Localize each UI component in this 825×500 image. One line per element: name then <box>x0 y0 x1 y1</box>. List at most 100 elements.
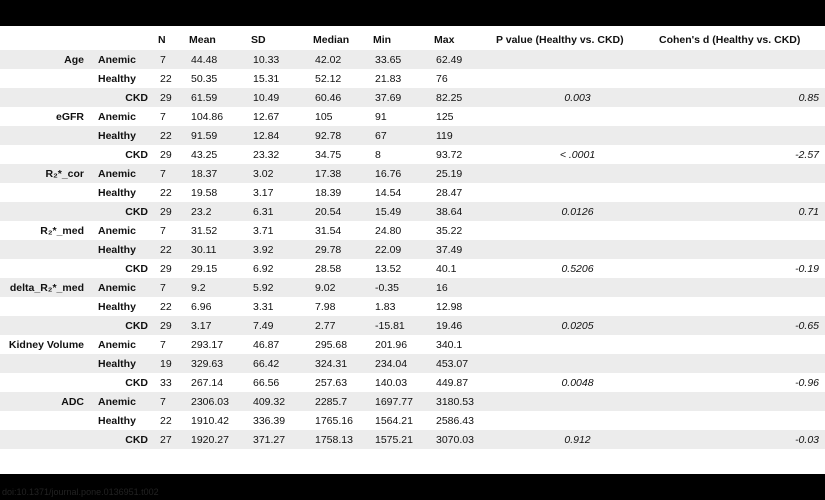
sd-cell: 3.02 <box>251 164 313 183</box>
min-cell: 234.04 <box>373 354 434 373</box>
column-header-cohens-d: Cohen's d (Healthy vs. CKD) <box>659 34 801 46</box>
mean-cell: 3.17 <box>189 316 251 335</box>
median-cell: 34.75 <box>313 145 373 164</box>
min-cell: 37.69 <box>373 88 434 107</box>
sd-cell: 3.92 <box>251 240 313 259</box>
max-cell: 38.64 <box>434 202 496 221</box>
variable-cell: Kidney Volume <box>0 335 96 354</box>
sd-cell: 46.87 <box>251 335 313 354</box>
p-value-cell: < .0001 <box>496 145 659 164</box>
max-cell: 12.98 <box>434 297 496 316</box>
group-cell: CKD <box>96 373 158 392</box>
min-cell: 67 <box>373 126 434 145</box>
max-cell: 28.47 <box>434 183 496 202</box>
p-value-cell <box>496 297 659 316</box>
variable-cell <box>0 69 96 88</box>
max-cell: 3180.53 <box>434 392 496 411</box>
median-cell: 92.78 <box>313 126 373 145</box>
p-value-cell: 0.0126 <box>496 202 659 221</box>
min-cell: 201.96 <box>373 335 434 354</box>
p-value-cell: 0.003 <box>496 88 659 107</box>
cohens-d-cell <box>659 50 825 69</box>
variable-cell <box>0 411 96 430</box>
p-value-cell: 0.0205 <box>496 316 659 335</box>
variable-cell <box>0 373 96 392</box>
n-cell: 27 <box>158 430 189 449</box>
median-cell: 17.38 <box>313 164 373 183</box>
max-cell: 449.87 <box>434 373 496 392</box>
p-value-cell <box>496 107 659 126</box>
variable-cell <box>0 316 96 335</box>
group-cell: Anemic <box>96 278 158 297</box>
variable-cell <box>0 240 96 259</box>
sd-cell: 66.42 <box>251 354 313 373</box>
max-cell: 453.07 <box>434 354 496 373</box>
p-value-cell <box>496 221 659 240</box>
table-row: Healthy 22 1910.42 336.39 1765.16 1564.21 2586… <box>0 411 825 430</box>
median-cell: 295.68 <box>313 335 373 354</box>
mean-cell: 9.2 <box>189 278 251 297</box>
median-cell: 20.54 <box>313 202 373 221</box>
mean-cell: 1910.42 <box>189 411 251 430</box>
variable-cell: delta_R₂*_med <box>0 278 96 297</box>
group-cell: Healthy <box>96 240 158 259</box>
min-cell: 1575.21 <box>373 430 434 449</box>
group-cell: Anemic <box>96 50 158 69</box>
table-row: Healthy 22 91.59 12.84 92.78 67 119 <box>0 126 825 145</box>
n-cell: 22 <box>158 240 189 259</box>
sd-cell: 10.49 <box>251 88 313 107</box>
max-cell: 37.49 <box>434 240 496 259</box>
sd-cell: 12.67 <box>251 107 313 126</box>
cohens-d-cell <box>659 354 825 373</box>
variable-cell: eGFR <box>0 107 96 126</box>
mean-cell: 23.2 <box>189 202 251 221</box>
median-cell: 105 <box>313 107 373 126</box>
mean-cell: 30.11 <box>189 240 251 259</box>
table-row: CKD 27 1920.27 371.27 1758.13 1575.21 3070.03 0… <box>0 430 825 449</box>
n-cell: 7 <box>158 392 189 411</box>
group-cell: Anemic <box>96 221 158 240</box>
mean-cell: 43.25 <box>189 145 251 164</box>
n-cell: 29 <box>158 316 189 335</box>
doi-caption: doi:10.1371/journal.pone.0136951.t002 <box>2 487 159 497</box>
n-cell: 22 <box>158 411 189 430</box>
group-cell: Anemic <box>96 107 158 126</box>
sd-cell: 23.32 <box>251 145 313 164</box>
variable-cell <box>0 354 96 373</box>
group-cell: CKD <box>96 316 158 335</box>
sd-cell: 15.31 <box>251 69 313 88</box>
median-cell: 2285.7 <box>313 392 373 411</box>
mean-cell: 50.35 <box>189 69 251 88</box>
cohens-d-cell: -0.96 <box>659 373 825 392</box>
group-cell: Healthy <box>96 183 158 202</box>
mean-cell: 6.96 <box>189 297 251 316</box>
cohens-d-cell <box>659 411 825 430</box>
cohens-d-cell: -2.57 <box>659 145 825 164</box>
n-cell: 22 <box>158 297 189 316</box>
table-row: Healthy 22 50.35 15.31 52.12 21.83 76 <box>0 69 825 88</box>
sd-cell: 3.31 <box>251 297 313 316</box>
variable-cell <box>0 430 96 449</box>
table-row: ADC Anemic 7 2306.03 409.32 2285.7 1697.77 3180… <box>0 392 825 411</box>
median-cell: 18.39 <box>313 183 373 202</box>
p-value-cell <box>496 164 659 183</box>
max-cell: 40.1 <box>434 259 496 278</box>
group-cell: Anemic <box>96 164 158 183</box>
sd-cell: 6.31 <box>251 202 313 221</box>
min-cell: 13.52 <box>373 259 434 278</box>
table-row: R₂*_med Anemic 7 31.52 3.71 31.54 24.80 35.22 <box>0 221 825 240</box>
min-cell: 140.03 <box>373 373 434 392</box>
min-cell: -0.35 <box>373 278 434 297</box>
cohens-d-cell <box>659 221 825 240</box>
cohens-d-cell <box>659 278 825 297</box>
mean-cell: 29.15 <box>189 259 251 278</box>
n-cell: 29 <box>158 259 189 278</box>
max-cell: 93.72 <box>434 145 496 164</box>
group-cell: Healthy <box>96 69 158 88</box>
median-cell: 1758.13 <box>313 430 373 449</box>
table-row: Healthy 19 329.63 66.42 324.31 234.04 453.07 <box>0 354 825 373</box>
column-header <box>0 30 96 50</box>
n-cell: 7 <box>158 221 189 240</box>
p-value-cell <box>496 354 659 373</box>
table-row: Healthy 22 6.96 3.31 7.98 1.83 12.98 <box>0 297 825 316</box>
